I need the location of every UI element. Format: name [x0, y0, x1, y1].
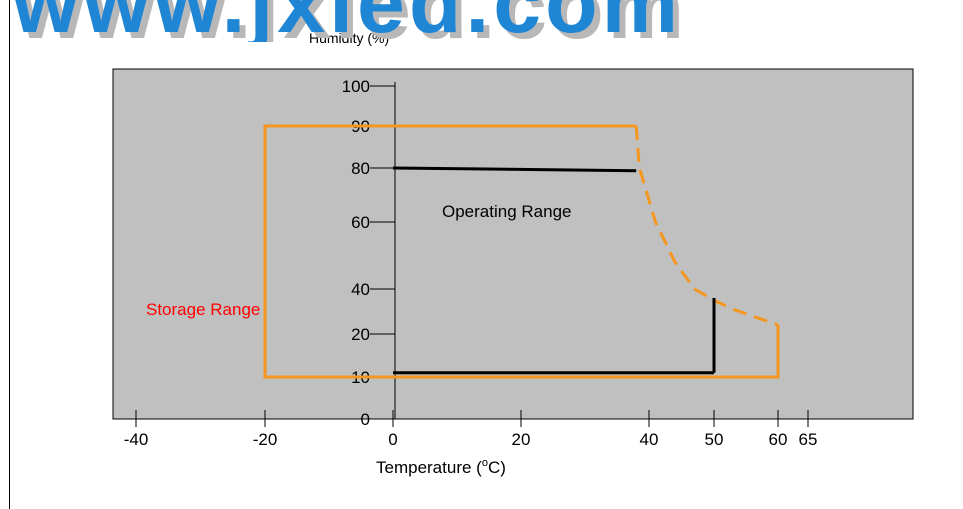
y-axis-label: Humidity (%) — [309, 30, 389, 46]
storage-range-label: Storage Range — [146, 300, 260, 319]
x-tick-label: 60 — [769, 430, 788, 449]
operating-range-label: Operating Range — [442, 202, 571, 221]
y-tick-label: 80 — [351, 159, 370, 178]
x-axis-label: Temperature (oC) — [376, 457, 506, 477]
page-left-border — [9, 0, 10, 509]
plot-area — [112, 68, 914, 420]
watermark-shadow: www.jxled.com — [17, 0, 688, 42]
y-tick-label: 100 — [342, 77, 370, 96]
operating-range-line — [392, 166, 637, 173]
series-layer — [263, 124, 780, 379]
x-tick-label: 20 — [512, 430, 531, 449]
x-tick-label: 40 — [640, 430, 659, 449]
storage-range-dashed-line — [634, 125, 779, 327]
x-tick-label: 50 — [705, 430, 724, 449]
storage-range-solid-line — [263, 124, 780, 379]
x-tick-label: -20 — [253, 430, 278, 449]
x-tick-label: 65 — [799, 430, 818, 449]
x-tick-label: 0 — [388, 430, 397, 449]
y-tick-label: 60 — [351, 213, 370, 232]
y-tick-label: 40 — [351, 280, 370, 299]
x-tick-label: -40 — [124, 430, 149, 449]
y-tick-label: 20 — [351, 325, 370, 344]
x-axis-ticks: -40 -20 0 20 40 50 60 65 — [124, 410, 818, 449]
watermark-text: www.jxled.com — [11, 0, 682, 42]
watermark: www.jxled.com www.jxled.com — [11, 0, 688, 42]
y-tick-label: 0 — [361, 410, 370, 429]
